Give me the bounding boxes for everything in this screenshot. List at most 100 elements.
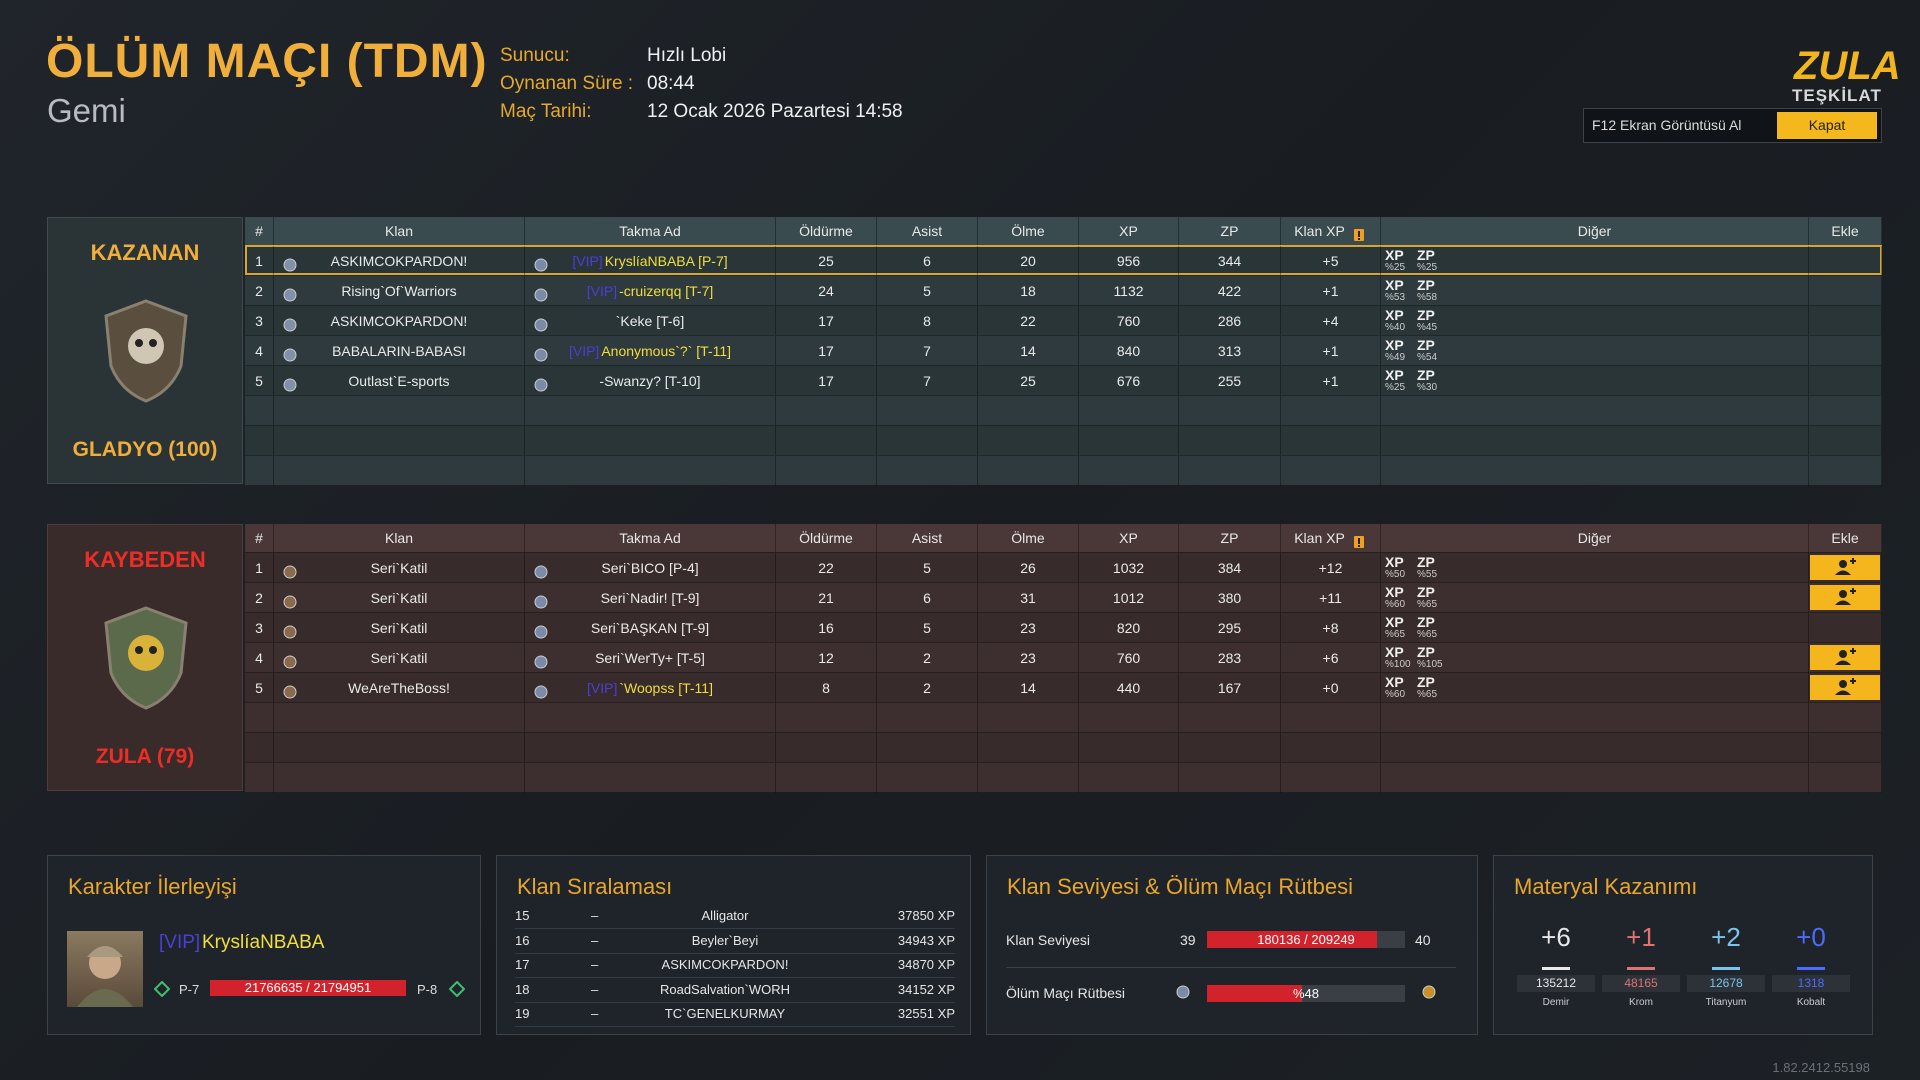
nickname: KryslíaNBABA [P-7] (604, 253, 728, 269)
empty-cell (877, 703, 978, 733)
add-cell (1809, 306, 1882, 336)
xp-cell: 956 (1079, 246, 1179, 276)
add-friend-icon (1835, 588, 1856, 605)
assists-cell: 5 (877, 276, 978, 306)
clan-xp: 32551 XP (897, 1006, 955, 1021)
empty-cell (1381, 763, 1809, 793)
add-friend-icon (1835, 678, 1856, 695)
add-friend-icon (1835, 558, 1856, 575)
empty-cell (245, 396, 274, 426)
empty-cell (525, 703, 776, 733)
xp-cell: 1032 (1079, 553, 1179, 583)
empty-cell (877, 456, 978, 486)
empty-cell (1809, 763, 1882, 793)
xp-cell: 760 (1079, 643, 1179, 673)
add-friend-icon (1835, 648, 1856, 665)
add-cell (1809, 246, 1882, 276)
column-header: Klan XP (1281, 217, 1381, 245)
add-friend-button[interactable] (1810, 645, 1880, 670)
clan-xp: 34152 XP (897, 981, 955, 997)
icon-shape (534, 625, 548, 639)
empty-cell (978, 396, 1079, 426)
xp-cell: 840 (1079, 336, 1179, 366)
icon-shape (534, 258, 548, 272)
xp-cell: 440 (1079, 673, 1179, 703)
nickname: `Keke [T-6] (615, 313, 685, 329)
assists-cell: 6 (877, 583, 978, 613)
player-row: 4 Seri`Katil Seri`WerTy+ [T-5] 12 2 23 760 283 +… (245, 642, 1882, 673)
xp-cell: 676 (1079, 366, 1179, 396)
icon-shape (1353, 536, 1364, 549)
add-friend-button[interactable] (1810, 585, 1880, 610)
bonus: XP %40 (1385, 308, 1415, 334)
close-button[interactable]: Kapat (1777, 112, 1877, 139)
empty-cell (877, 396, 978, 426)
clan-xp: 34943 XP (897, 932, 955, 948)
icon (282, 680, 298, 710)
bonus: ZP %65 (1417, 615, 1447, 641)
add-cell (1809, 553, 1882, 583)
column-header: XP (1079, 217, 1179, 245)
column-header: Takma Ad (525, 524, 776, 552)
bonus-value: %60 (1385, 689, 1406, 700)
bonus: XP %25 (1385, 368, 1415, 394)
bonus-label: XP (1385, 367, 1404, 383)
bonus-label: ZP (1417, 554, 1435, 570)
bonus-cell: XP %65 ZP %65 (1381, 613, 1809, 643)
kills-cell: 8 (776, 673, 877, 703)
player-row: 5 WeAreTheBoss! [VIP] `Woopss [T-11] 8 2 14 440… (245, 672, 1882, 703)
progress-bar: 180136 / 209249 (1207, 931, 1405, 948)
icon (533, 343, 549, 373)
clan-xp-cell: +1 (1281, 366, 1381, 396)
bonus-value: %54 (1417, 352, 1438, 363)
empty-cell (978, 426, 1079, 456)
bonus-label: ZP (1417, 644, 1435, 660)
empty-cell (1079, 733, 1179, 763)
rank-change: – (591, 1006, 599, 1021)
empty-cell (274, 703, 525, 733)
column-header: Ekle (1809, 217, 1882, 245)
clan-name: Rising`Of`Warriors (341, 283, 457, 299)
empty-cell (1281, 703, 1381, 733)
material-gain: +2 (1711, 922, 1741, 952)
button-bar: F12 Ekran Görüntüsü Al Kapat (1583, 108, 1882, 143)
empty-cell (1809, 733, 1882, 763)
clan-name: Seri`Katil (370, 590, 428, 606)
nickname: -Swanzy? [T-10] (599, 373, 701, 389)
emblem (104, 299, 188, 403)
add-cell (1809, 336, 1882, 366)
level-label: Klan Seviyesi (1006, 932, 1091, 948)
icon (1421, 984, 1437, 1005)
nickname: -cruizerqq [T-7] (619, 283, 714, 299)
empty-cell (245, 763, 274, 793)
rank: 18 (515, 981, 530, 997)
rank-cell: 2 (245, 276, 274, 306)
clan-cell: ASKIMCOKPARDON! (274, 306, 525, 336)
vip-tag: [VIP] (572, 253, 603, 269)
bonus-value: %65 (1417, 599, 1438, 610)
empty-cell (245, 456, 274, 486)
empty-cell (1809, 703, 1882, 733)
clan-cell: Seri`Katil (274, 613, 525, 643)
bonus-value: %40 (1385, 322, 1406, 333)
add-friend-button[interactable] (1810, 675, 1880, 700)
clan-cell: ASKIMCOKPARDON! (274, 246, 525, 276)
empty-cell (1179, 703, 1281, 733)
player-row (245, 455, 1882, 486)
clan-xp-cell: +4 (1281, 306, 1381, 336)
column-header: Ekle (1809, 524, 1882, 552)
vip-tag: [VIP] (587, 680, 618, 696)
column-header: XP (1079, 524, 1179, 552)
bonus-value: %45 (1417, 322, 1438, 333)
assists-cell: 2 (877, 643, 978, 673)
add-friend-button[interactable] (1810, 555, 1880, 580)
player-row (245, 395, 1882, 426)
vip-tag: [VIP] (586, 283, 618, 299)
icon (282, 373, 298, 403)
bonus: XP %60 (1385, 585, 1415, 611)
screenshot-button[interactable]: F12 Ekran Görüntüsü Al (1592, 117, 1742, 133)
bonus-value: %65 (1417, 629, 1438, 640)
nick-cell: Seri`BAŞKAN [T-9] (525, 613, 776, 643)
team-emblem (96, 603, 196, 713)
team-name: ZULA (79) (95, 745, 195, 768)
